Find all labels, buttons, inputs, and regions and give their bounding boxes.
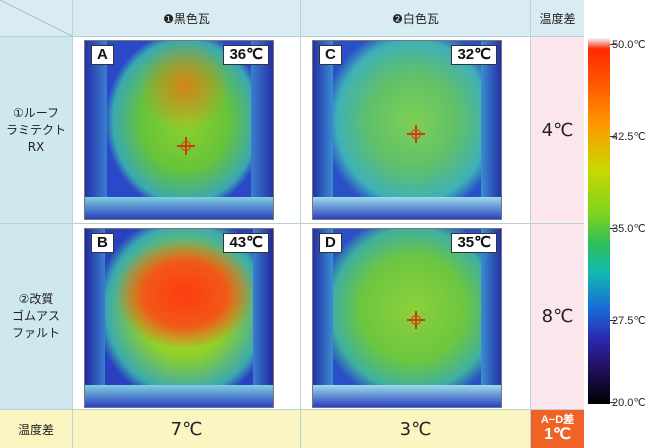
row-label-line: ゴムアス — [12, 308, 60, 325]
diff-value-row1: 4℃ — [531, 37, 584, 223]
scale-label: 27.5℃ — [612, 314, 646, 327]
image-temp-c: 32℃ — [451, 45, 497, 65]
bottom-diff-black: 7℃ — [73, 410, 300, 448]
row-label-line: ①ルーフ — [13, 105, 59, 122]
image-letter-b: B — [91, 233, 114, 253]
scale-label: 42.5℃ — [612, 130, 646, 143]
row-label-line: ファルト — [12, 325, 60, 342]
bottom-label: 温度差 — [0, 410, 72, 448]
scale-label-max: 50.0℃ — [612, 38, 646, 51]
row-label-line: RX — [28, 139, 45, 156]
ad-diff-label: A−D差 — [541, 414, 574, 426]
row-label-modified-asphalt: ②改質 ゴムアス ファルト — [0, 224, 72, 409]
thermal-image-b: B 43℃ — [84, 228, 274, 408]
temperature-scale-bar — [588, 38, 610, 404]
crosshair-icon — [407, 125, 425, 143]
crosshair-icon — [177, 137, 195, 155]
header-temp-diff: 温度差 — [531, 0, 584, 36]
image-letter-a: A — [91, 45, 114, 65]
corner-diagonal — [0, 0, 72, 36]
bottom-diff-white: 3℃ — [301, 410, 530, 448]
image-temp-d: 35℃ — [451, 233, 497, 253]
header-white-tile: ❷白色瓦 — [301, 0, 530, 36]
scale-label-min: 20.0℃ — [612, 396, 646, 409]
header-black-tile: ❶黒色瓦 — [73, 0, 300, 36]
scale-label: 35.0℃ — [612, 222, 646, 235]
crosshair-icon — [407, 311, 425, 329]
thermal-image-a: A 36℃ — [84, 40, 274, 220]
row-label-line: ②改質 — [19, 291, 54, 308]
ad-diff-cell: A−D差 1℃ — [531, 410, 584, 448]
row-label-line: ラミテクト — [6, 122, 66, 139]
image-temp-b: 43℃ — [223, 233, 269, 253]
corner-cell — [0, 0, 72, 36]
image-letter-d: D — [319, 233, 342, 253]
diff-value-row2: 8℃ — [531, 224, 584, 409]
thermal-image-d: D 35℃ — [312, 228, 502, 408]
row-label-roof-lamitect: ①ルーフ ラミテクト RX — [0, 37, 72, 223]
ad-diff-value: 1℃ — [544, 426, 571, 444]
image-temp-a: 36℃ — [223, 45, 269, 65]
image-letter-c: C — [319, 45, 342, 65]
thermal-image-c: C 32℃ — [312, 40, 502, 220]
